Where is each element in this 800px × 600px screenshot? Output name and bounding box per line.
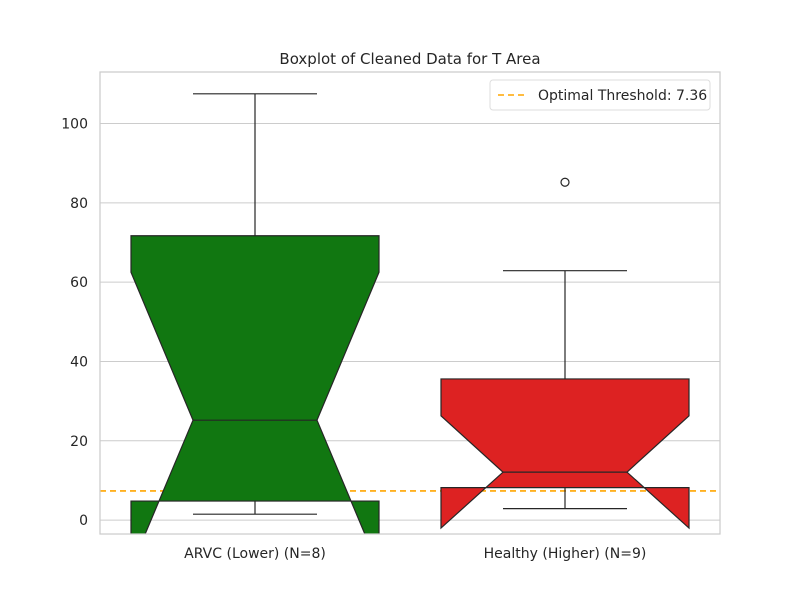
legend-box	[489, 79, 711, 111]
box-group	[130, 93, 380, 534]
axes-frame	[99, 71, 721, 535]
boxes-layer	[130, 93, 690, 534]
x-tick-label: ARVC (Lower) (N=8)	[184, 546, 326, 562]
box-body	[440, 378, 690, 530]
x-tick-label: Healthy (Higher) (N=9)	[484, 546, 647, 562]
outlier-point	[560, 177, 570, 187]
x-axis: ARVC (Lower) (N=8) Healthy (Higher) (N=9)	[184, 546, 646, 562]
y-tick-label: 100	[61, 117, 88, 133]
box-body	[130, 235, 380, 534]
y-axis: 0 20 40 60 80 100	[61, 117, 88, 530]
y-tick-label: 40	[70, 354, 88, 370]
box-group	[440, 177, 690, 530]
y-tick-label: 80	[70, 196, 88, 212]
legend: Optimal Threshold: 7.36	[489, 79, 711, 111]
y-tick-label: 0	[79, 513, 88, 529]
chart-title: Boxplot of Cleaned Data for T Area	[279, 50, 540, 68]
legend-threshold-label: Optimal Threshold: 7.36	[538, 88, 707, 104]
y-tick-label: 60	[70, 275, 88, 291]
y-tick-label: 20	[70, 434, 88, 450]
